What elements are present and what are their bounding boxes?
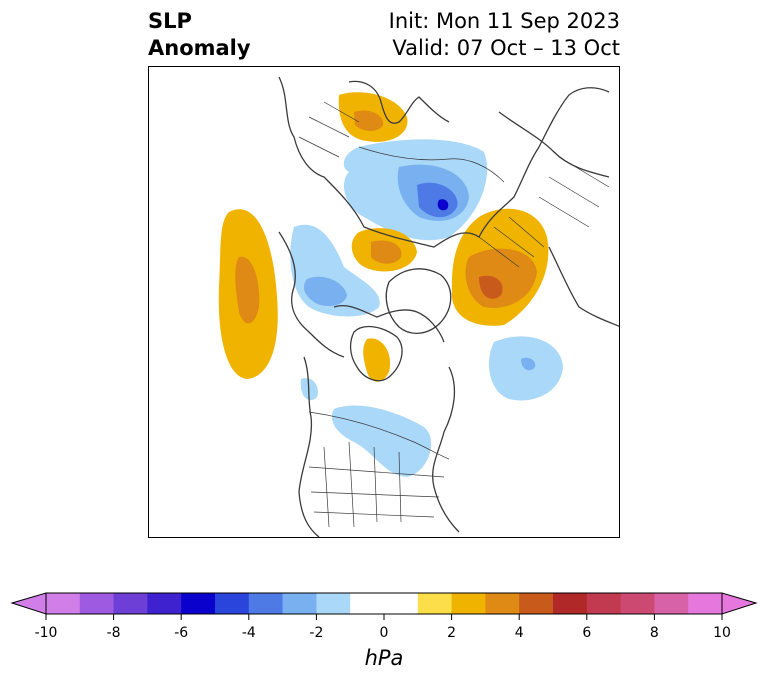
colorbar-bin (417, 593, 453, 614)
coast-greenland (385, 268, 452, 334)
coast-north-america-west (298, 356, 320, 537)
title-slp: SLP (148, 9, 192, 33)
colorbar-bins (46, 593, 723, 614)
colorbar-bin (248, 593, 284, 614)
colorbar-bin (553, 593, 588, 614)
colorbar-bin (316, 593, 351, 614)
anomaly-hudson-high (363, 338, 391, 382)
anomaly-bering-low-core (303, 276, 347, 307)
title-anomaly: Anomaly (148, 36, 251, 60)
colorbar-bin (79, 593, 115, 614)
colorbar-tick-label: 2 (447, 625, 457, 641)
colorbar-bin (519, 593, 554, 614)
border-asia-1 (298, 101, 360, 158)
anomaly-barents-high-core (479, 275, 503, 299)
anomaly-arctic-high-core (371, 240, 402, 264)
border-us-canada (308, 411, 450, 460)
anomaly-north-america-low (331, 405, 432, 477)
colorbar-tick-label: -2 (309, 625, 324, 641)
colorbar-bin (451, 593, 486, 614)
anomaly-fields (218, 92, 563, 477)
anomaly-atlantic-low-core (521, 357, 536, 371)
border-us-states-1 (323, 441, 402, 528)
coast-scandinavia (348, 80, 450, 124)
colorbar (10, 592, 758, 620)
colorbar-extend-high (721, 592, 758, 615)
coast-alaska (278, 231, 345, 358)
title-init: Init: Mon 11 Sep 2023 (388, 9, 620, 33)
colorbar-tick-label: 0 (379, 625, 389, 641)
colorbar-tick-label: -6 (174, 625, 189, 641)
colorbar-bin (282, 593, 317, 614)
colorbar-tick-label: -8 (106, 625, 121, 641)
colorbar-bin (620, 593, 655, 614)
map-svg (218, 76, 619, 537)
coastlines (278, 76, 619, 537)
colorbar-tick-label: 6 (582, 625, 592, 641)
colorbar-bin (147, 593, 182, 614)
colorbar-tick-lines (45, 614, 723, 620)
colorbar-tick-label: -4 (241, 625, 256, 641)
colorbar-bin (215, 593, 250, 614)
colorbar-bin (586, 593, 622, 614)
border-russia (358, 146, 505, 183)
coast-europe-south (498, 111, 610, 178)
colorbar-extend-low (10, 592, 47, 615)
colorbar-bin (181, 593, 216, 614)
border-us-states-2 (308, 466, 445, 518)
colorbar-tick-label: 10 (713, 625, 731, 641)
colorbar-bin (654, 593, 689, 614)
colorbar-unit-label: hPa (364, 646, 404, 670)
coast-north-america-east (432, 366, 460, 533)
chart-title-left: SLP Anomaly (148, 8, 251, 62)
political-borders (298, 101, 610, 528)
border-europe-1 (478, 216, 545, 268)
coast-canadian-arctic (333, 305, 445, 343)
colorbar-bin (485, 593, 520, 614)
anomaly-siberia-low-core (437, 199, 449, 211)
coast-eurasia (278, 76, 610, 248)
colorbar-tick-label: -10 (34, 625, 58, 641)
coast-africa-edge (548, 246, 619, 327)
anomaly-scandinavia-high-core (354, 110, 384, 131)
anomaly-siberia-low-center (417, 182, 458, 218)
border-middle-east (538, 156, 610, 228)
colorbar-tick-label: 4 (514, 625, 524, 641)
colorbar-bin (113, 593, 148, 614)
colorbar-bin (350, 593, 419, 614)
colorbar-tick-label: 8 (649, 625, 659, 641)
colorbar-bin (46, 593, 81, 614)
coast-hudson-bay (349, 325, 403, 382)
anomaly-alaska-high-core (235, 256, 260, 324)
title-valid: Valid: 07 Oct – 13 Oct (392, 36, 620, 60)
chart-title-right: Init: Mon 11 Sep 2023 Valid: 07 Oct – 13… (389, 8, 620, 62)
colorbar-bin (688, 593, 723, 614)
map-panel (148, 66, 620, 538)
